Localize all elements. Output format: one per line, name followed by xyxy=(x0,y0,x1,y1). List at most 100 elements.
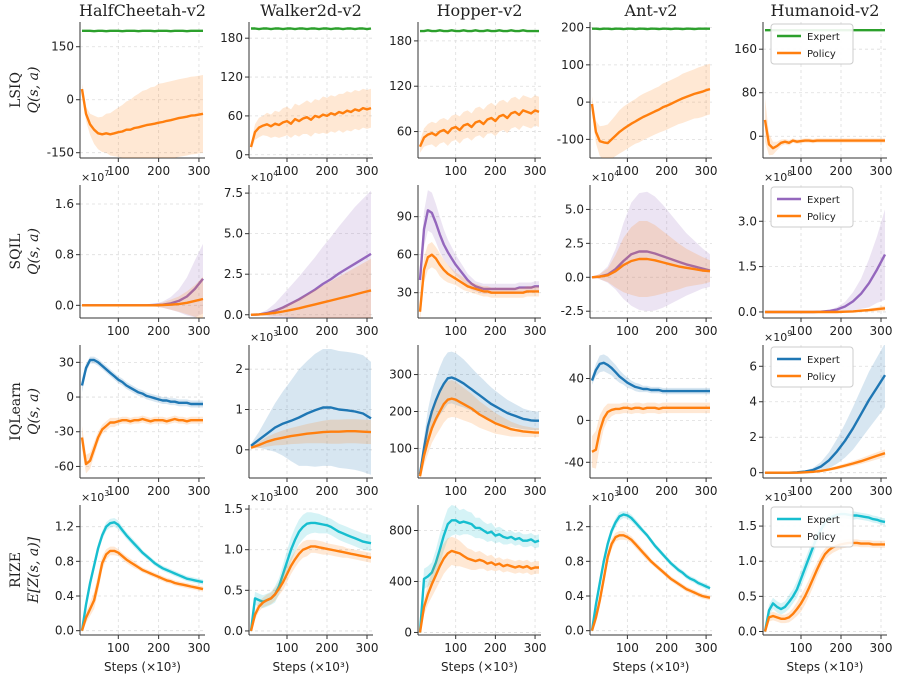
y-tick-label: 0.0 xyxy=(738,305,757,319)
y-tick-label: 5.0 xyxy=(565,202,584,216)
x-tick-label: 100 xyxy=(444,324,467,338)
subplot: 30 60 90 100 200 300 xyxy=(397,185,547,338)
y-tick-label: 1.0 xyxy=(224,543,243,557)
y-tick-label: -100 xyxy=(557,132,584,146)
policy-line xyxy=(763,119,885,150)
expert-line xyxy=(591,250,711,279)
y-tick-label: 100 xyxy=(389,441,412,455)
x-tick-label: 300 xyxy=(695,641,718,655)
expert-band xyxy=(82,243,203,318)
policy-line xyxy=(250,289,372,316)
y-tick-label: -2.5 xyxy=(561,304,584,318)
x-tick-label: 200 xyxy=(655,484,678,498)
subplot: -40 0 40 100 200 300 xyxy=(564,345,718,498)
axis-multiplier: ×103 xyxy=(591,489,619,504)
plot-area xyxy=(418,505,540,634)
y-tick-label: 0.8 xyxy=(55,248,74,262)
x-tick-label: 200 xyxy=(830,164,853,178)
legend: Expert Policy xyxy=(770,506,854,548)
x-tick-label: 300 xyxy=(356,324,379,338)
y-tick-label: 4 xyxy=(749,395,757,409)
y-tick-label: 0.8 xyxy=(565,554,584,568)
x-tick-label: 200 xyxy=(147,484,170,498)
subplot: 60 120 180 100 200 300 xyxy=(389,22,547,178)
x-tick-label: 100 xyxy=(276,324,299,338)
policy-line xyxy=(80,417,203,466)
y-tick-label: 400 xyxy=(389,574,412,588)
plot-area xyxy=(80,518,204,633)
expert-line xyxy=(250,406,372,447)
axis-multiplier: ×109 xyxy=(764,329,792,344)
y-tick-label: 60 xyxy=(397,248,412,262)
y-tick-label: 1.0 xyxy=(738,554,757,568)
legend-policy-label: Policy xyxy=(807,212,836,223)
policy-line xyxy=(80,549,204,632)
policy-line xyxy=(249,545,372,632)
policy-band xyxy=(420,380,539,478)
plot-area xyxy=(80,356,203,474)
y-tick-label: -30 xyxy=(54,425,74,439)
y-tick-label: 180 xyxy=(389,34,412,48)
row-label-name: SQIL xyxy=(8,234,24,270)
y-tick-label: 120 xyxy=(220,70,243,84)
y-tick-label: 0 xyxy=(235,148,243,162)
expert-band xyxy=(592,354,710,395)
y-tick-label: 1 xyxy=(235,402,243,416)
x-tick-label: 100 xyxy=(616,164,639,178)
expert-band xyxy=(251,190,371,318)
y-tick-label: 0 xyxy=(576,95,584,109)
subplot: 0.0 0.5 1.0 1.5 100 200 300 ×103 Expert Policy Ste… xyxy=(738,489,893,674)
subplot: 100 200 300 100 200 300 xyxy=(389,345,547,498)
y-tick-label: 800 xyxy=(389,523,412,537)
x-tick-label: 100 xyxy=(790,324,813,338)
subplot: 0.0 2.5 5.0 7.5 100 200 300 ×104 xyxy=(224,169,379,338)
subplot: 0.0 0.4 0.8 1.2 100 200 300 ×103 Steps (×10³) xyxy=(565,489,718,674)
subplot: 0 400 800 100 200 300 Steps (×10³) xyxy=(389,505,547,674)
expert-line xyxy=(418,376,539,475)
plot-area xyxy=(250,349,372,475)
y-tick-label: 300 xyxy=(389,368,412,382)
x-axis-label: Steps (×10³) xyxy=(273,660,350,674)
legend-expert-label: Expert xyxy=(807,32,840,43)
x-tick-label: 300 xyxy=(695,324,718,338)
axis-multiplier: ×103 xyxy=(81,489,109,504)
y-tick-label: 2 xyxy=(749,430,757,444)
y-tick-label: 160 xyxy=(734,42,757,56)
x-tick-label: 300 xyxy=(870,164,893,178)
plot-area xyxy=(80,29,204,158)
policy-line xyxy=(591,257,711,279)
x-tick-label: 200 xyxy=(147,324,170,338)
y-tick-label: 1.6 xyxy=(55,197,74,211)
policy-line xyxy=(80,88,204,136)
y-tick-label: 0.0 xyxy=(55,624,74,638)
axis-multiplier: ×104 xyxy=(250,169,278,184)
expert-band xyxy=(251,512,371,634)
y-tick-label: 1.2 xyxy=(55,520,74,534)
x-tick-label: 100 xyxy=(444,641,467,655)
x-tick-label: 300 xyxy=(187,641,210,655)
x-tick-label: 200 xyxy=(484,324,507,338)
policy-band xyxy=(420,536,539,634)
legend-policy-label: Policy xyxy=(807,532,836,543)
x-tick-label: 100 xyxy=(616,484,639,498)
policy-band xyxy=(82,415,203,474)
x-tick-label: 300 xyxy=(524,324,547,338)
x-tick-label: 100 xyxy=(790,484,813,498)
x-tick-label: 200 xyxy=(316,324,339,338)
subplot: -150 0 150 100 200 300 xyxy=(47,22,210,178)
policy-line xyxy=(250,430,372,449)
column-title: Hopper-v2 xyxy=(437,1,523,20)
y-tick-label: 120 xyxy=(389,79,412,93)
x-tick-label: 100 xyxy=(790,641,813,655)
x-tick-label: 300 xyxy=(870,324,893,338)
x-tick-label: 300 xyxy=(870,484,893,498)
y-tick-label: 200 xyxy=(389,405,412,419)
y-tick-label: 0 xyxy=(404,625,412,639)
y-tick-label: 1.2 xyxy=(565,520,584,534)
column-title: Ant-v2 xyxy=(624,1,678,20)
y-tick-label: 0.4 xyxy=(55,589,74,603)
x-tick-label: 300 xyxy=(695,164,718,178)
axis-multiplier: ×104 xyxy=(591,169,619,184)
subplot: -60 -30 0 30 100 200 300 xyxy=(54,345,210,498)
y-tick-label: 0.0 xyxy=(55,298,74,312)
